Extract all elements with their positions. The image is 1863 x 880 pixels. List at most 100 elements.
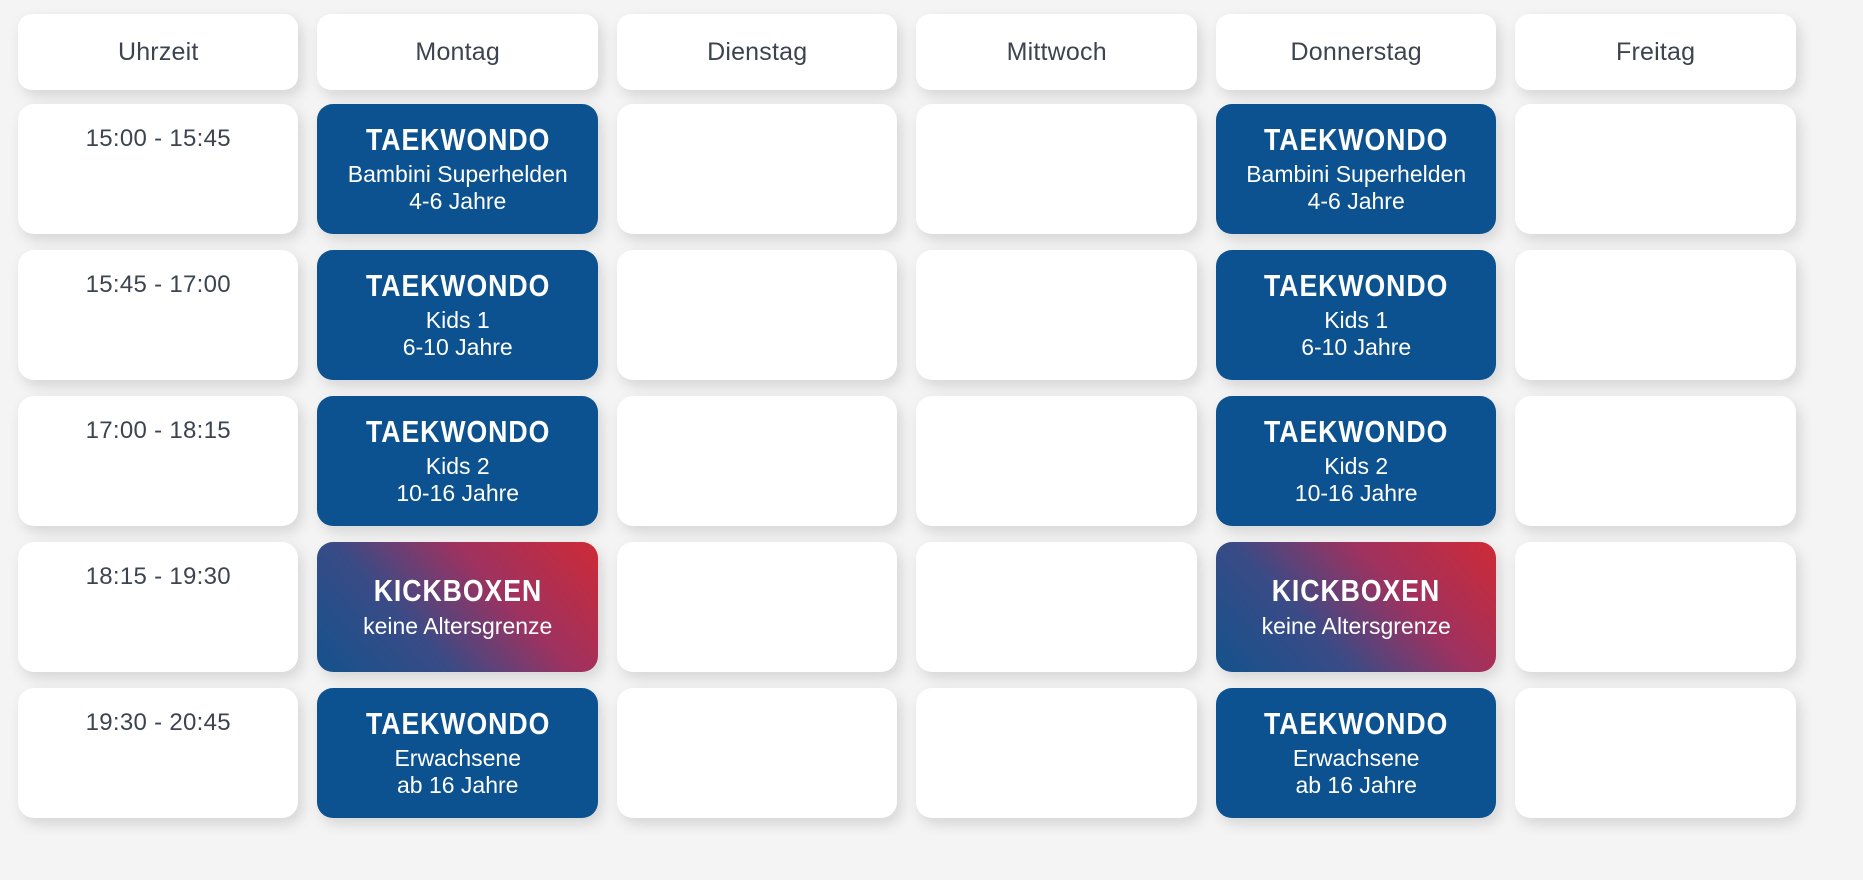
- empty-card: [916, 542, 1197, 672]
- schedule-cell: TAEKWONDO Bambini Superhelden 4-6 Jahre: [317, 104, 616, 234]
- header-card-uhrzeit: Uhrzeit: [18, 14, 299, 90]
- header-card-dienstag: Dienstag: [616, 14, 898, 90]
- time-label: 15:00 - 15:45: [85, 125, 231, 152]
- time-label: 15:45 - 17:00: [85, 271, 231, 298]
- class-age-range: 4-6 Jahre: [1307, 188, 1405, 215]
- empty-card: [616, 104, 898, 234]
- empty-card: [1515, 104, 1796, 234]
- schedule-cell: KICKBOXEN keine Altersgrenze: [317, 542, 616, 672]
- schedule-cell: TAEKWONDO Erwachsene ab 16 Jahre: [317, 688, 616, 818]
- empty-card: [616, 688, 898, 818]
- schedule-body: 15:00 - 15:45 TAEKWONDO Bambini Superhelde…: [18, 104, 1815, 818]
- class-card-kickboxen[interactable]: KICKBOXEN keine Altersgrenze: [1215, 542, 1497, 672]
- time-cell: 18:15 - 19:30: [18, 542, 317, 672]
- class-age-range: 4-6 Jahre: [409, 188, 507, 215]
- class-title: TAEKWONDO: [365, 705, 550, 741]
- header-cell-donnerstag: Donnerstag: [1215, 14, 1515, 90]
- time-cell: 15:45 - 17:00: [18, 250, 317, 380]
- header-card-freitag: Freitag: [1515, 14, 1796, 90]
- schedule-cell: [616, 688, 916, 818]
- schedule-cell: [1515, 688, 1814, 818]
- schedule-row: 19:30 - 20:45 TAEKWONDO Erwachsene ab 16 Ja…: [18, 688, 1815, 818]
- time-card: 15:45 - 17:00: [18, 250, 299, 380]
- empty-card: [616, 250, 898, 380]
- schedule-cell: [616, 250, 916, 380]
- empty-card: [1515, 250, 1796, 380]
- time-label: 17:00 - 18:15: [85, 417, 231, 444]
- class-title: TAEKWONDO: [1264, 121, 1449, 157]
- time-cell: 19:30 - 20:45: [18, 688, 317, 818]
- schedule-cell: [1515, 104, 1814, 234]
- header-label-freitag: Freitag: [1616, 37, 1696, 66]
- time-card: 15:00 - 15:45: [18, 104, 299, 234]
- time-label: 18:15 - 19:30: [85, 563, 231, 590]
- class-card-taekwondo[interactable]: TAEKWONDO Kids 2 10-16 Jahre: [317, 396, 598, 526]
- schedule-cell: [916, 688, 1215, 818]
- class-card-taekwondo[interactable]: TAEKWONDO Erwachsene ab 16 Jahre: [317, 688, 598, 818]
- schedule-cell: TAEKWONDO Kids 1 6-10 Jahre: [317, 250, 616, 380]
- schedule-header-row: Uhrzeit Montag Dienstag Mittwoch Donners…: [18, 14, 1815, 90]
- class-age-range: 6-10 Jahre: [1301, 334, 1412, 361]
- class-subtitle: Erwachsene: [394, 745, 522, 772]
- class-title: TAEKWONDO: [365, 413, 550, 449]
- time-card: 18:15 - 19:30: [18, 542, 299, 672]
- class-age-range: 6-10 Jahre: [402, 334, 513, 361]
- class-age-range: 10-16 Jahre: [396, 480, 520, 507]
- class-subtitle: keine Altersgrenze: [363, 612, 553, 639]
- header-cell-uhrzeit: Uhrzeit: [18, 14, 317, 90]
- class-subtitle: Kids 2: [425, 453, 490, 480]
- empty-card: [916, 104, 1197, 234]
- class-subtitle: Bambini Superhelden: [347, 161, 568, 188]
- class-age-range: ab 16 Jahre: [396, 772, 519, 799]
- class-card-kickboxen[interactable]: KICKBOXEN keine Altersgrenze: [317, 542, 598, 672]
- schedule-cell: TAEKWONDO Bambini Superhelden 4-6 Jahre: [1215, 104, 1515, 234]
- class-title: TAEKWONDO: [1264, 267, 1449, 303]
- schedule-cell: [916, 250, 1215, 380]
- class-subtitle: Kids 1: [425, 307, 490, 334]
- class-card-taekwondo[interactable]: TAEKWONDO Bambini Superhelden 4-6 Jahre: [1215, 104, 1497, 234]
- class-title: TAEKWONDO: [365, 267, 550, 303]
- schedule-cell: [1515, 396, 1814, 526]
- empty-card: [916, 396, 1197, 526]
- header-card-donnerstag: Donnerstag: [1215, 14, 1497, 90]
- header-label-mittwoch: Mittwoch: [1006, 37, 1107, 66]
- empty-card: [616, 542, 898, 672]
- class-card-taekwondo[interactable]: TAEKWONDO Erwachsene ab 16 Jahre: [1215, 688, 1497, 818]
- empty-card: [916, 688, 1197, 818]
- class-age-range: 10-16 Jahre: [1294, 480, 1418, 507]
- class-card-taekwondo[interactable]: TAEKWONDO Kids 2 10-16 Jahre: [1215, 396, 1497, 526]
- schedule-cell: TAEKWONDO Kids 1 6-10 Jahre: [1215, 250, 1515, 380]
- time-label: 19:30 - 20:45: [85, 709, 231, 736]
- class-subtitle: Kids 1: [1324, 307, 1389, 334]
- time-cell: 15:00 - 15:45: [18, 104, 317, 234]
- class-card-taekwondo[interactable]: TAEKWONDO Kids 1 6-10 Jahre: [317, 250, 598, 380]
- header-label-montag: Montag: [415, 37, 501, 66]
- schedule-cell: [916, 542, 1215, 672]
- class-card-taekwondo[interactable]: TAEKWONDO Bambini Superhelden 4-6 Jahre: [317, 104, 598, 234]
- class-title: TAEKWONDO: [1264, 413, 1449, 449]
- header-card-mittwoch: Mittwoch: [916, 14, 1197, 90]
- empty-card: [1515, 396, 1796, 526]
- time-card: 19:30 - 20:45: [18, 688, 299, 818]
- class-subtitle: keine Altersgrenze: [1261, 612, 1451, 639]
- schedule-cell: TAEKWONDO Erwachsene ab 16 Jahre: [1215, 688, 1515, 818]
- schedule-row: 17:00 - 18:15 TAEKWONDO Kids 2 10-16 Jahre T…: [18, 396, 1815, 526]
- class-subtitle: Erwachsene: [1292, 745, 1420, 772]
- class-title: KICKBOXEN: [373, 573, 542, 609]
- class-title: TAEKWONDO: [1264, 705, 1449, 741]
- empty-card: [1515, 542, 1796, 672]
- schedule-cell: [1515, 250, 1814, 380]
- class-title: TAEKWONDO: [365, 121, 550, 157]
- schedule-cell: TAEKWONDO Kids 2 10-16 Jahre: [1215, 396, 1515, 526]
- schedule-row: 15:45 - 17:00 TAEKWONDO Kids 1 6-10 Jahre TA…: [18, 250, 1815, 380]
- class-subtitle: Bambini Superhelden: [1246, 161, 1467, 188]
- header-card-montag: Montag: [317, 14, 598, 90]
- schedule-cell: [616, 542, 916, 672]
- schedule-cell: [916, 104, 1215, 234]
- class-card-taekwondo[interactable]: TAEKWONDO Kids 1 6-10 Jahre: [1215, 250, 1497, 380]
- schedule-cell: [616, 104, 916, 234]
- header-cell-freitag: Freitag: [1515, 14, 1814, 90]
- class-subtitle: Kids 2: [1324, 453, 1389, 480]
- header-label-dienstag: Dienstag: [707, 37, 808, 66]
